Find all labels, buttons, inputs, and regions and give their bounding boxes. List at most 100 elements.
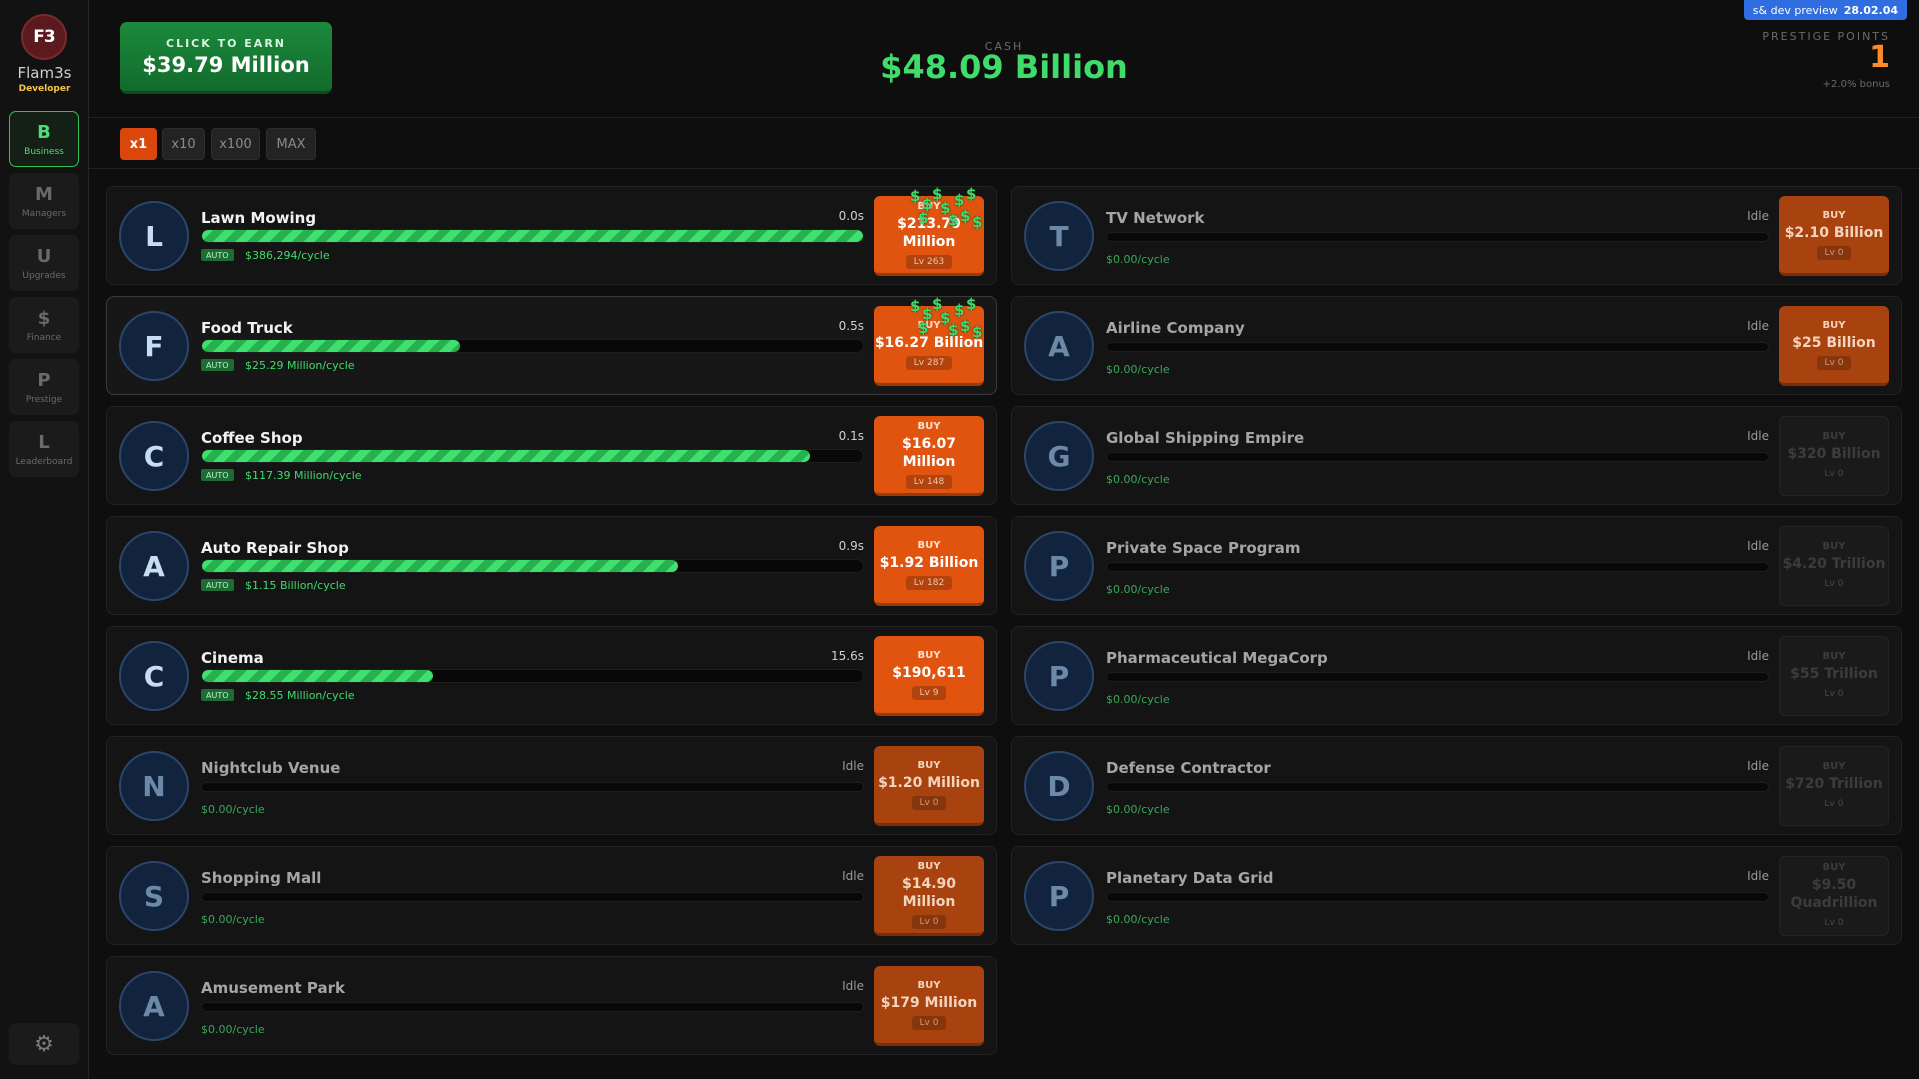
business-level: Lv 263 bbox=[905, 254, 953, 269]
progress-track bbox=[1106, 342, 1769, 352]
business-level: Lv 0 bbox=[1816, 355, 1852, 370]
income-rate: $1.15 Billion/cycle bbox=[245, 579, 346, 592]
progress-track bbox=[1106, 672, 1769, 682]
dev-badge-text: s& dev preview bbox=[1752, 3, 1838, 17]
business-name: Pharmaceutical MegaCorp bbox=[1106, 649, 1328, 667]
cash-label: CASH bbox=[984, 40, 1024, 53]
buy-label: BUY bbox=[917, 860, 941, 872]
logo-avatar: F3 bbox=[21, 14, 67, 60]
buy-button[interactable]: BUY $4.20 Trillion Lv 0 bbox=[1779, 526, 1889, 606]
business-name: Nightclub Venue bbox=[201, 759, 341, 777]
multiplier-x1-button[interactable]: x1 bbox=[120, 128, 157, 160]
income-rate: $0.00/cycle bbox=[201, 803, 265, 816]
buy-label: BUY bbox=[917, 420, 941, 432]
buy-button[interactable]: BUY $179 Million Lv 0 bbox=[874, 966, 984, 1046]
business-avatar: F bbox=[119, 311, 189, 381]
sidebar-item-business[interactable]: B Business bbox=[9, 111, 79, 167]
multiplier-x100-button[interactable]: x100 bbox=[211, 128, 260, 160]
sidebar-item-prestige[interactable]: P Prestige bbox=[9, 359, 79, 415]
business-name: Defense Contractor bbox=[1106, 759, 1271, 777]
buy-button[interactable]: BUY $190,611 Lv 9 bbox=[874, 636, 984, 716]
multiplier-max-button[interactable]: MAX bbox=[266, 128, 316, 160]
nav-letter: L bbox=[38, 431, 50, 453]
prestige-points-label: PRESTIGE POINTS bbox=[1762, 30, 1890, 43]
business-avatar: S bbox=[119, 861, 189, 931]
buy-button[interactable]: BUY $55 Trillion Lv 0 bbox=[1779, 636, 1889, 716]
buy-button[interactable]: BUY $25 Billion Lv 0 bbox=[1779, 306, 1889, 386]
nav-label: Business bbox=[24, 146, 64, 157]
business-timer: 0.9s bbox=[838, 539, 864, 553]
business-avatar: C bbox=[119, 641, 189, 711]
nav-label: Managers bbox=[21, 208, 67, 219]
business-timer: 0.0s bbox=[838, 209, 864, 223]
buy-button[interactable]: BUY $16.07 Million Lv 148 bbox=[874, 416, 984, 496]
buy-label: BUY bbox=[1822, 209, 1846, 221]
buy-button[interactable]: BUY $14.90 Million Lv 0 bbox=[874, 856, 984, 936]
nav-label: Upgrades bbox=[22, 270, 66, 281]
buy-button[interactable]: BUY $1.20 Million Lv 0 bbox=[874, 746, 984, 826]
user-role: Developer bbox=[18, 84, 71, 94]
buy-label: BUY bbox=[917, 759, 941, 771]
business-level: Lv 0 bbox=[1824, 469, 1844, 479]
income-rate: $0.00/cycle bbox=[1106, 473, 1170, 486]
sidebar-item-upgrades[interactable]: U Upgrades bbox=[9, 235, 79, 291]
progress-fill bbox=[202, 340, 460, 352]
business-avatar: T bbox=[1024, 201, 1094, 271]
business-card: N Nightclub Venue Idle $0.00/cycle BUY $1.20 … bbox=[106, 736, 997, 835]
buy-cost: $190,611 bbox=[892, 664, 966, 681]
business-level: Lv 148 bbox=[905, 474, 953, 489]
business-timer: Idle bbox=[1747, 649, 1769, 663]
progress-track bbox=[1106, 452, 1769, 462]
business-level: Lv 0 bbox=[1824, 918, 1844, 928]
buy-cost: $16.27 Billion bbox=[874, 334, 984, 351]
income-rate: $0.00/cycle bbox=[1106, 583, 1170, 596]
buy-button[interactable]: BUY $720 Trillion Lv 0 bbox=[1779, 746, 1889, 826]
buy-label: BUY bbox=[917, 979, 941, 991]
user-name: Flam3s bbox=[17, 64, 72, 82]
business-timer: Idle bbox=[1747, 869, 1769, 883]
multiplier-x10-button[interactable]: x10 bbox=[162, 128, 205, 160]
click-to-earn-button[interactable]: CLICK TO EARN $39.79 Million bbox=[120, 22, 332, 94]
business-card: S Shopping Mall Idle $0.00/cycle BUY $14.90 M… bbox=[106, 846, 997, 945]
settings-button[interactable]: ⚙ bbox=[9, 1023, 79, 1065]
business-card: C Cinema 15.6s AUTO $28.55 Million/cycle BUY $… bbox=[106, 626, 997, 725]
business-name: Food Truck bbox=[201, 319, 293, 337]
sidebar-item-finance[interactable]: $ Finance bbox=[9, 297, 79, 353]
business-avatar: A bbox=[119, 531, 189, 601]
buy-cost: $9.50 Quadrillion bbox=[1790, 877, 1878, 911]
buy-button[interactable]: BUY $213.79 Million Lv 263 bbox=[874, 196, 984, 276]
dev-badge-version: 28.02.04 bbox=[1843, 3, 1898, 17]
buy-button[interactable]: BUY $2.10 Billion Lv 0 bbox=[1779, 196, 1889, 276]
business-name: Airline Company bbox=[1106, 319, 1245, 337]
business-avatar: A bbox=[119, 971, 189, 1041]
buy-button[interactable]: BUY $9.50 Quadrillion Lv 0 bbox=[1779, 856, 1889, 936]
business-level: Lv 0 bbox=[1824, 579, 1844, 589]
buy-label: BUY bbox=[917, 200, 941, 212]
multiplier-bar: x1 x10 x100 MAX bbox=[89, 119, 1919, 169]
sidebar-item-managers[interactable]: M Managers bbox=[9, 173, 79, 229]
business-timer: 15.6s bbox=[831, 649, 864, 663]
buy-label: BUY bbox=[1822, 651, 1846, 662]
cash-value: $48.09 Billion bbox=[880, 48, 1128, 86]
header: CLICK TO EARN $39.79 Million CASH $48.09… bbox=[89, 0, 1919, 118]
sidebar-item-leaderboard[interactable]: L Leaderboard bbox=[9, 421, 79, 477]
business-card: T TV Network Idle $0.00/cycle BUY $2.10 Billi… bbox=[1011, 186, 1902, 285]
business-timer: Idle bbox=[842, 979, 864, 993]
buy-label: BUY bbox=[1822, 761, 1846, 772]
business-avatar: P bbox=[1024, 641, 1094, 711]
nav-letter: B bbox=[37, 121, 51, 143]
business-level: Lv 0 bbox=[911, 1015, 947, 1030]
buy-button[interactable]: BUY $320 Billion Lv 0 bbox=[1779, 416, 1889, 496]
buy-cost: $14.90 Million bbox=[901, 875, 957, 910]
business-timer: 0.1s bbox=[838, 429, 864, 443]
buy-button[interactable]: BUY $16.27 Billion Lv 287 bbox=[874, 306, 984, 386]
business-timer: Idle bbox=[842, 759, 864, 773]
nav-label: Prestige bbox=[25, 394, 63, 405]
progress-track bbox=[201, 892, 864, 902]
buy-button[interactable]: BUY $1.92 Billion Lv 182 bbox=[874, 526, 984, 606]
business-level: Lv 0 bbox=[1816, 245, 1852, 260]
income-rate: $28.55 Million/cycle bbox=[245, 689, 355, 702]
business-name: Coffee Shop bbox=[201, 429, 303, 447]
business-timer: Idle bbox=[1747, 759, 1769, 773]
progress-track bbox=[201, 1002, 864, 1012]
